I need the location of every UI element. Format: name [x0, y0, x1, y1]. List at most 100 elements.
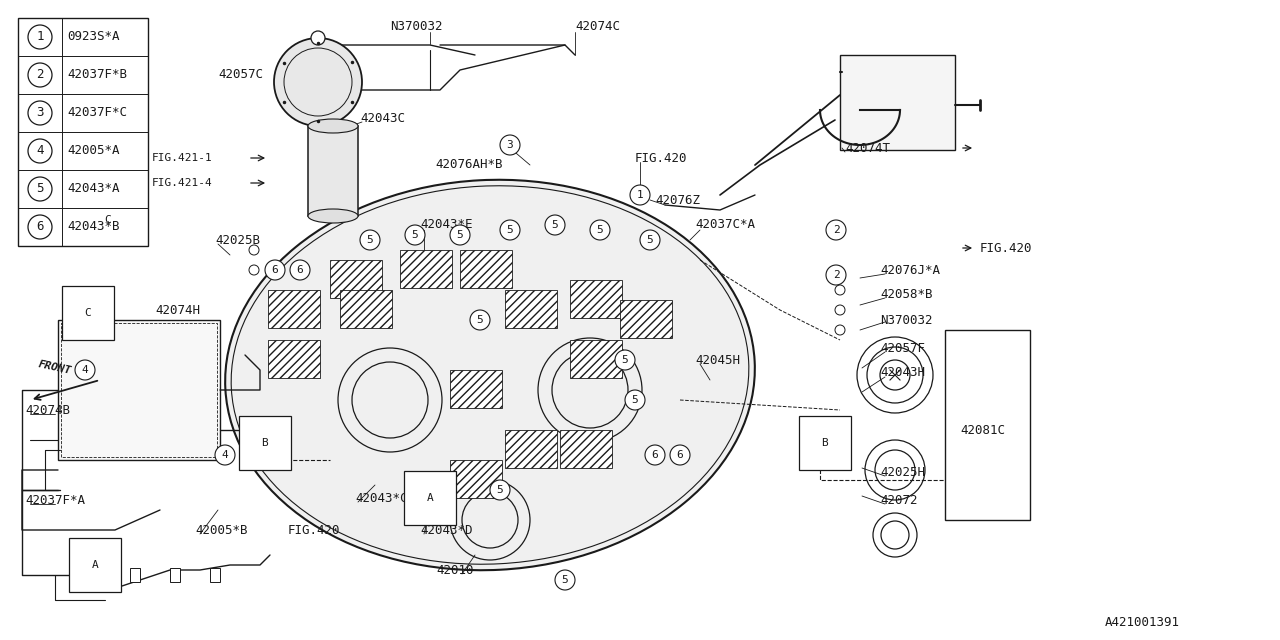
Text: 3: 3	[36, 106, 44, 120]
Circle shape	[545, 215, 564, 235]
Text: 4: 4	[36, 145, 44, 157]
Text: FIG.420: FIG.420	[635, 152, 687, 164]
Ellipse shape	[225, 180, 755, 570]
Text: 42076Z: 42076Z	[655, 193, 700, 207]
Text: A: A	[92, 560, 99, 570]
Text: 42010: 42010	[436, 563, 474, 577]
Bar	[840, 55, 955, 150]
Text: 2: 2	[832, 225, 840, 235]
Text: 42043H: 42043H	[881, 367, 925, 380]
Text: B: B	[261, 438, 269, 448]
Circle shape	[28, 177, 52, 201]
Text: 5: 5	[631, 395, 639, 405]
Bar	[210, 568, 220, 582]
Circle shape	[28, 139, 52, 163]
Text: 42005*B: 42005*B	[195, 524, 247, 536]
Text: 6: 6	[652, 450, 658, 460]
Text: 4: 4	[82, 325, 88, 335]
Ellipse shape	[308, 209, 358, 223]
Bar	[95, 568, 105, 582]
Text: 4: 4	[221, 450, 228, 460]
Text: C: C	[105, 215, 111, 225]
Bar	[561, 430, 612, 468]
Text: 1: 1	[636, 190, 644, 200]
Bar	[506, 290, 557, 328]
Text: 5: 5	[622, 355, 628, 365]
Text: 2: 2	[36, 68, 44, 81]
Text: A421001391: A421001391	[1105, 616, 1180, 628]
Circle shape	[28, 101, 52, 125]
Text: 42045H: 42045H	[695, 353, 740, 367]
Text: 42025H: 42025H	[881, 465, 925, 479]
Text: FIG.421-1: FIG.421-1	[152, 153, 212, 163]
Circle shape	[76, 320, 95, 340]
Circle shape	[311, 31, 325, 45]
Text: 42081C: 42081C	[960, 424, 1005, 436]
Bar	[460, 250, 512, 288]
Bar	[451, 370, 502, 408]
Text: 1: 1	[36, 31, 44, 44]
Text: FIG.420: FIG.420	[980, 241, 1033, 255]
Text: 42074T: 42074T	[845, 141, 890, 154]
Text: FRONT: FRONT	[37, 360, 73, 376]
Text: N370032: N370032	[390, 20, 443, 33]
Circle shape	[28, 215, 52, 239]
Bar	[506, 430, 557, 468]
Circle shape	[645, 445, 666, 465]
Bar	[268, 340, 320, 378]
Circle shape	[500, 135, 520, 155]
Text: 5: 5	[366, 235, 374, 245]
Text: 5: 5	[476, 315, 484, 325]
Text: 2: 2	[832, 270, 840, 280]
Text: 5: 5	[497, 485, 503, 495]
Bar	[170, 568, 180, 582]
Text: 5: 5	[646, 235, 653, 245]
Ellipse shape	[308, 119, 358, 133]
Text: 42076J*A: 42076J*A	[881, 264, 940, 276]
Circle shape	[640, 230, 660, 250]
Bar	[268, 290, 320, 328]
Text: 42043*C: 42043*C	[355, 492, 407, 504]
Text: 6: 6	[297, 265, 303, 275]
Text: 42058*B: 42058*B	[881, 289, 933, 301]
Circle shape	[835, 325, 845, 335]
Circle shape	[265, 260, 285, 280]
Text: 5: 5	[412, 230, 419, 240]
Text: 5: 5	[36, 182, 44, 195]
Bar	[131, 568, 140, 582]
Circle shape	[250, 265, 259, 275]
Circle shape	[360, 230, 380, 250]
Text: 42037C*A: 42037C*A	[695, 218, 755, 232]
Text: 6: 6	[36, 221, 44, 234]
Circle shape	[826, 220, 846, 240]
Bar	[945, 330, 1030, 520]
Circle shape	[835, 305, 845, 315]
Text: 42005*A: 42005*A	[67, 145, 119, 157]
Text: 6: 6	[271, 265, 278, 275]
Text: 42037F*A: 42037F*A	[26, 493, 84, 506]
Bar	[570, 340, 622, 378]
Text: 42043*E: 42043*E	[420, 218, 472, 232]
Text: A: A	[426, 493, 434, 503]
Text: 6: 6	[677, 450, 684, 460]
Bar	[58, 320, 220, 460]
Text: 5: 5	[507, 225, 513, 235]
Bar	[340, 290, 392, 328]
Text: 42037F*B: 42037F*B	[67, 68, 127, 81]
Text: 42057F: 42057F	[881, 342, 925, 355]
Text: 42072: 42072	[881, 493, 918, 506]
Circle shape	[76, 360, 95, 380]
Circle shape	[500, 220, 520, 240]
Text: 5: 5	[596, 225, 603, 235]
Circle shape	[28, 25, 52, 49]
Bar	[330, 260, 381, 298]
Text: 5: 5	[562, 575, 568, 585]
Text: 42076AH*B: 42076AH*B	[435, 159, 503, 172]
Circle shape	[614, 350, 635, 370]
Circle shape	[451, 225, 470, 245]
Circle shape	[490, 480, 509, 500]
Text: 42037F*C: 42037F*C	[67, 106, 127, 120]
Bar	[620, 300, 672, 338]
Bar	[61, 323, 218, 457]
Circle shape	[470, 310, 490, 330]
